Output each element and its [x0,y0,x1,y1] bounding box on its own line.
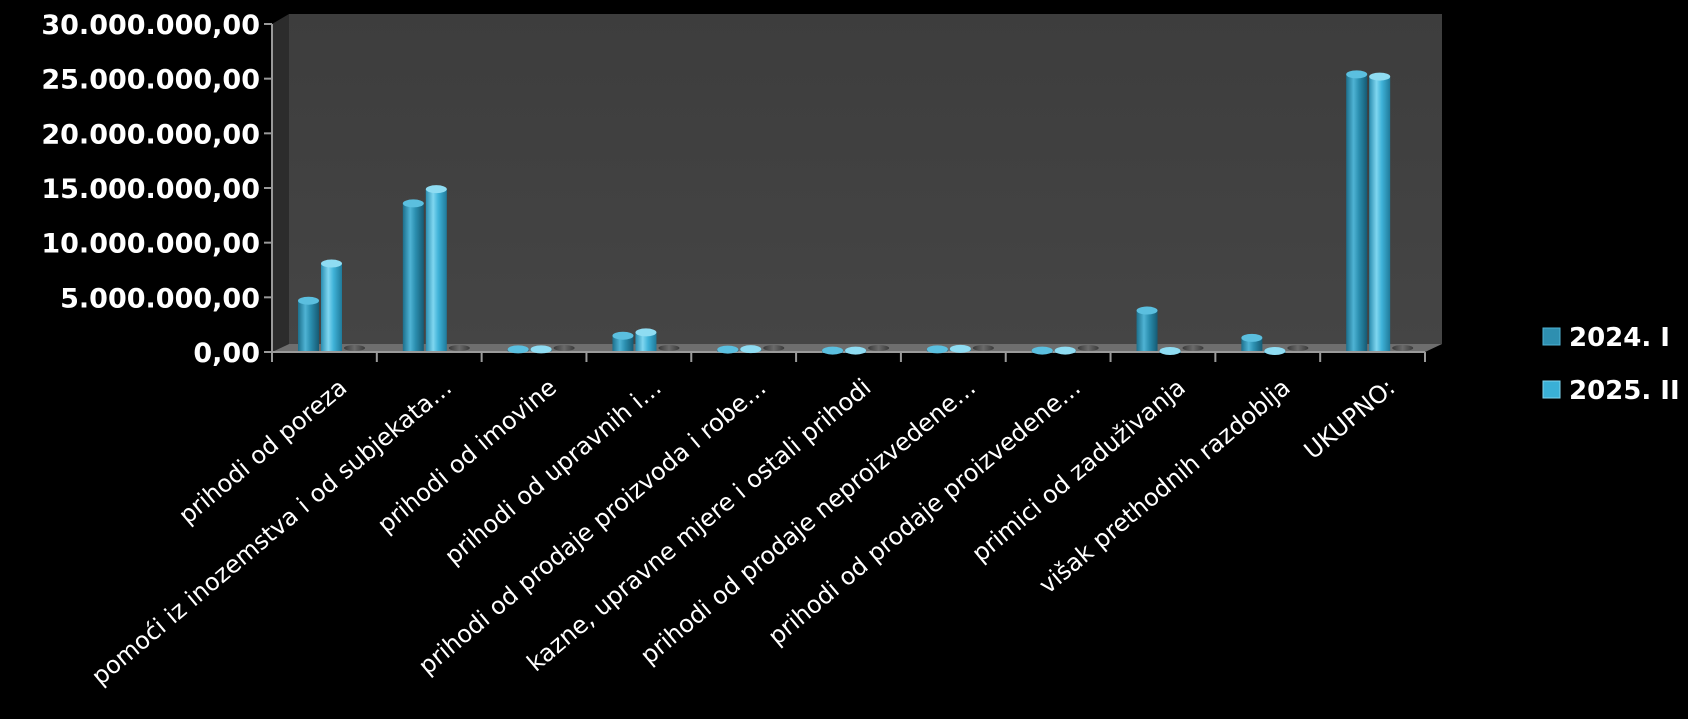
bar-series-0-cat-1[interactable] [402,199,424,351]
bar-series-1-cat-0[interactable] [321,259,342,351]
bar-cap [1241,333,1263,342]
bar-cap [1369,72,1391,81]
legend-label-series-1: 2025. II [1569,376,1680,406]
bar-body [1369,76,1391,351]
bar-empty-stub [1287,345,1309,351]
bar-cap [530,345,552,354]
x-tick-label: primici od zaduživanja [966,373,1190,568]
bar-series-1-cat-8[interactable] [1159,347,1181,355]
y-tick-label: 5.000.000,00 [60,283,260,314]
x-tick-label: UKUPNO: [1299,373,1401,465]
bar-cap [635,328,657,337]
y-tick-label: 20.000.000,00 [41,119,260,150]
y-tick-label: 10.000.000,00 [41,229,260,260]
plot-back-wall [289,14,1442,344]
legend-swatch-series-1 [1542,380,1561,399]
bar-empty-stub [868,345,890,351]
y-tick-label: 15.000.000,00 [41,174,260,205]
bar-empty-stub [344,345,365,351]
bar-body [321,263,342,351]
bar-body [298,300,319,351]
bar-body [635,332,657,351]
bar-cap [822,346,844,355]
bar-cap [1346,70,1368,79]
bar-series-1-cat-4[interactable] [740,345,762,354]
bar-series-1-cat-10[interactable] [1369,72,1391,351]
bar-empty-stub [658,345,680,351]
bar-series-1-cat-7[interactable] [1054,346,1076,355]
bar-empty-stub [1182,345,1204,351]
x-tick-label: prihodi od poreza [173,373,352,529]
bar-cap [298,296,319,305]
bar-body [612,335,634,351]
bar-series-0-cat-5[interactable] [822,346,844,355]
y-tick-label: 30.000.000,00 [41,10,260,41]
bar-cap [845,346,867,355]
bar-cap [321,259,342,268]
bar-empty-stub [763,345,785,351]
bar-empty-stub [1392,345,1414,351]
bar-cap [402,199,424,208]
bars [298,70,1414,355]
legend-item-series-0[interactable]: 2024. I [1542,323,1670,353]
bar-series-0-cat-3[interactable] [612,331,634,351]
bar-series-0-cat-0[interactable] [298,296,319,351]
legend-item-series-1[interactable]: 2025. II [1542,376,1680,406]
bar-body [1346,74,1368,352]
bar-series-0-cat-7[interactable] [1031,346,1053,355]
bar-series-1-cat-3[interactable] [635,328,657,351]
bar-body [1136,310,1158,351]
bar-series-0-cat-10[interactable] [1346,70,1368,352]
bar-empty-stub [972,345,994,351]
bar-series-1-cat-6[interactable] [949,344,971,353]
bar-series-0-cat-2[interactable] [507,345,529,354]
bar-cap [612,331,634,340]
bar-cap [1136,306,1158,315]
bar-series-1-cat-2[interactable] [530,345,552,354]
bar-series-0-cat-6[interactable] [926,345,948,354]
bar-series-0-cat-4[interactable] [717,345,739,354]
bar-series-1-cat-9[interactable] [1264,347,1286,355]
bar-cap [926,345,948,354]
bar-cap [717,345,739,354]
bar-cap [949,344,971,353]
bar-empty-stub [1077,345,1099,351]
bar-body [425,189,447,351]
y-tick-labels: 0,00 5.000.000,00 10.000.000,00 15.000.000,… [41,10,272,369]
bar-series-0-cat-9[interactable] [1241,333,1263,351]
bar-cap [1264,347,1286,355]
bar-series-1-cat-5[interactable] [845,346,867,355]
bar-series-0-cat-8[interactable] [1136,306,1158,351]
bar-cap [425,185,447,194]
bar-series-1-cat-1[interactable] [425,185,447,351]
x-tick-label: pomoći iz inozemstva i od subjekata… [86,373,457,691]
bar-empty-stub [448,345,470,351]
y-tick-label: 25.000.000,00 [41,65,260,96]
bar-cap [1054,346,1076,355]
bar-cap [1031,346,1053,355]
bar-cap [740,345,762,354]
bar-body [402,203,424,351]
legend-label-series-0: 2024. I [1569,323,1670,353]
legend: 2024. I 2025. II [1542,323,1680,406]
bar-empty-stub [553,345,575,351]
x-tick-label: prihodi od imovine [372,373,562,539]
plot-side-wall [272,14,289,352]
y-tick-label: 0,00 [193,338,260,369]
legend-swatch-series-0 [1542,327,1561,346]
bar-cap [1159,347,1181,355]
bar-cap [507,345,529,354]
